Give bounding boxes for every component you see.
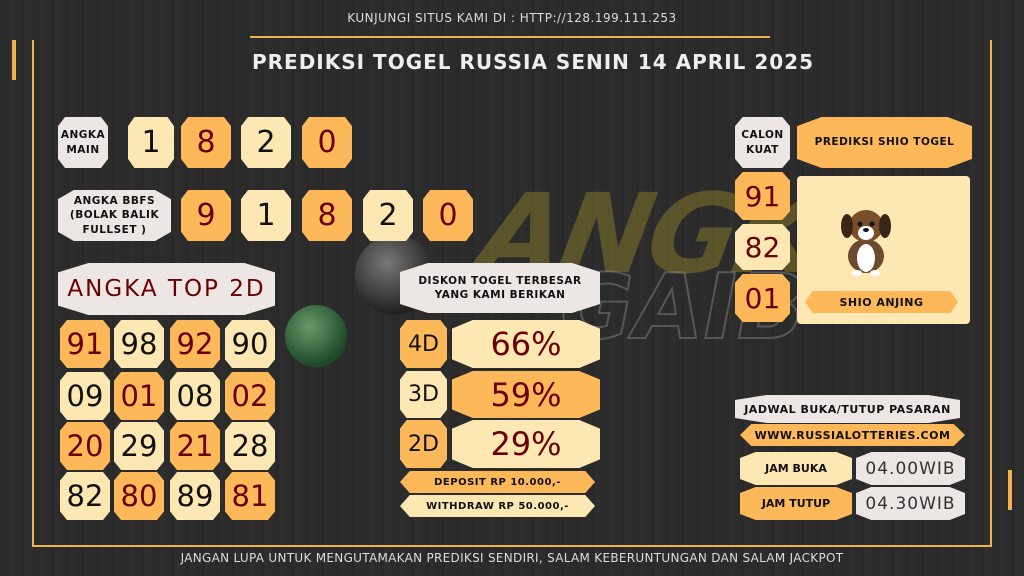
top-2d-number: 90 (225, 320, 275, 368)
jam-tutup-label: JAM TUTUP (740, 487, 852, 520)
top-2d-number: 80 (114, 472, 164, 520)
calon-kuat-number: 91 (735, 172, 790, 220)
calon-kuat-label: CALON KUAT (735, 117, 790, 168)
bbfs-label: ANGKA BBFS (BOLAK BALIK FULLSET ) (58, 190, 171, 241)
top-2d-number: 02 (225, 372, 275, 420)
top-2d-number: 91 (60, 320, 110, 368)
visit-site-text: KUNJUNGI SITUS KAMI DI : HTTP://128.199.… (347, 11, 677, 25)
withdraw-info: WITHDRAW RP 50.000,- (400, 495, 595, 517)
top-2d-number: 82 (60, 472, 110, 520)
website-link[interactable]: WWW.RUSSIALOTTERIES.COM (740, 424, 965, 446)
top-2d-number: 01 (114, 372, 164, 420)
bbfs-digit: 8 (302, 190, 352, 241)
diskon-value: 66% (452, 320, 600, 368)
frame-line (32, 40, 34, 545)
top-2d-number: 89 (170, 472, 220, 520)
diskon-value: 29% (452, 420, 600, 468)
dog-icon (841, 210, 891, 276)
top-2d-title: ANGKA TOP 2D (58, 263, 275, 315)
bbfs-digit: 2 (363, 190, 413, 241)
calon-kuat-number: 01 (735, 274, 790, 322)
footer-text: JANGAN LUPA UNTUK MENGUTAMAKAN PREDIKSI … (180, 551, 844, 565)
billiard-ball-icon (285, 305, 347, 367)
frame-line (250, 36, 770, 38)
diskon-title: DISKON TOGEL TERBESAR YANG KAMI BERIKAN (400, 263, 600, 313)
page-title: PREDIKSI TOGEL RUSSIA SENIN 14 APRIL 202… (251, 50, 815, 74)
angka-main-label: ANGKA MAIN (58, 117, 108, 168)
shio-title: PREDIKSI SHIO TOGEL (797, 117, 972, 168)
top-2d-number: 09 (60, 372, 110, 420)
diskon-type: 3D (400, 371, 447, 418)
shio-name: SHIO ANJING (805, 291, 958, 313)
frame-line (12, 40, 16, 80)
top-2d-number: 08 (170, 372, 220, 420)
jadwal-title: JADWAL BUKA/TUTUP PASARAN (735, 395, 960, 423)
angka-main-digit: 2 (241, 117, 291, 168)
top-2d-number: 98 (114, 320, 164, 368)
angka-main-digit: 1 (128, 117, 174, 168)
bbfs-digit: 1 (241, 190, 291, 241)
jam-tutup-value: 04.30WIB (856, 487, 965, 520)
jam-buka-value: 04.00WIB (856, 452, 965, 485)
diskon-type: 4D (400, 320, 447, 368)
deposit-info: DEPOSIT RP 10.000,- (400, 471, 595, 493)
frame-line (32, 545, 992, 547)
top-2d-number: 20 (60, 422, 110, 470)
diskon-value: 59% (452, 371, 600, 418)
top-2d-number: 92 (170, 320, 220, 368)
angka-main-digit: 8 (181, 117, 231, 168)
top-2d-number: 28 (225, 422, 275, 470)
frame-line (1008, 470, 1012, 510)
top-2d-number: 21 (170, 422, 220, 470)
calon-kuat-number: 82 (735, 224, 790, 270)
angka-main-digit: 0 (302, 117, 352, 168)
top-2d-number: 29 (114, 422, 164, 470)
top-2d-number: 81 (225, 472, 275, 520)
jam-buka-label: JAM BUKA (740, 452, 852, 485)
diskon-type: 2D (400, 420, 447, 468)
bbfs-digit: 9 (181, 190, 231, 241)
frame-line (990, 40, 992, 545)
bbfs-digit: 0 (423, 190, 473, 241)
